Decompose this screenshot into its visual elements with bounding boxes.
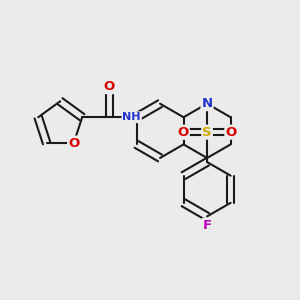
Text: S: S — [202, 126, 212, 139]
Text: O: O — [68, 136, 80, 150]
Text: O: O — [104, 80, 115, 93]
Text: O: O — [178, 126, 189, 139]
Text: O: O — [225, 126, 237, 139]
Text: F: F — [202, 219, 211, 232]
Text: N: N — [202, 97, 213, 110]
Text: NH: NH — [122, 112, 141, 122]
